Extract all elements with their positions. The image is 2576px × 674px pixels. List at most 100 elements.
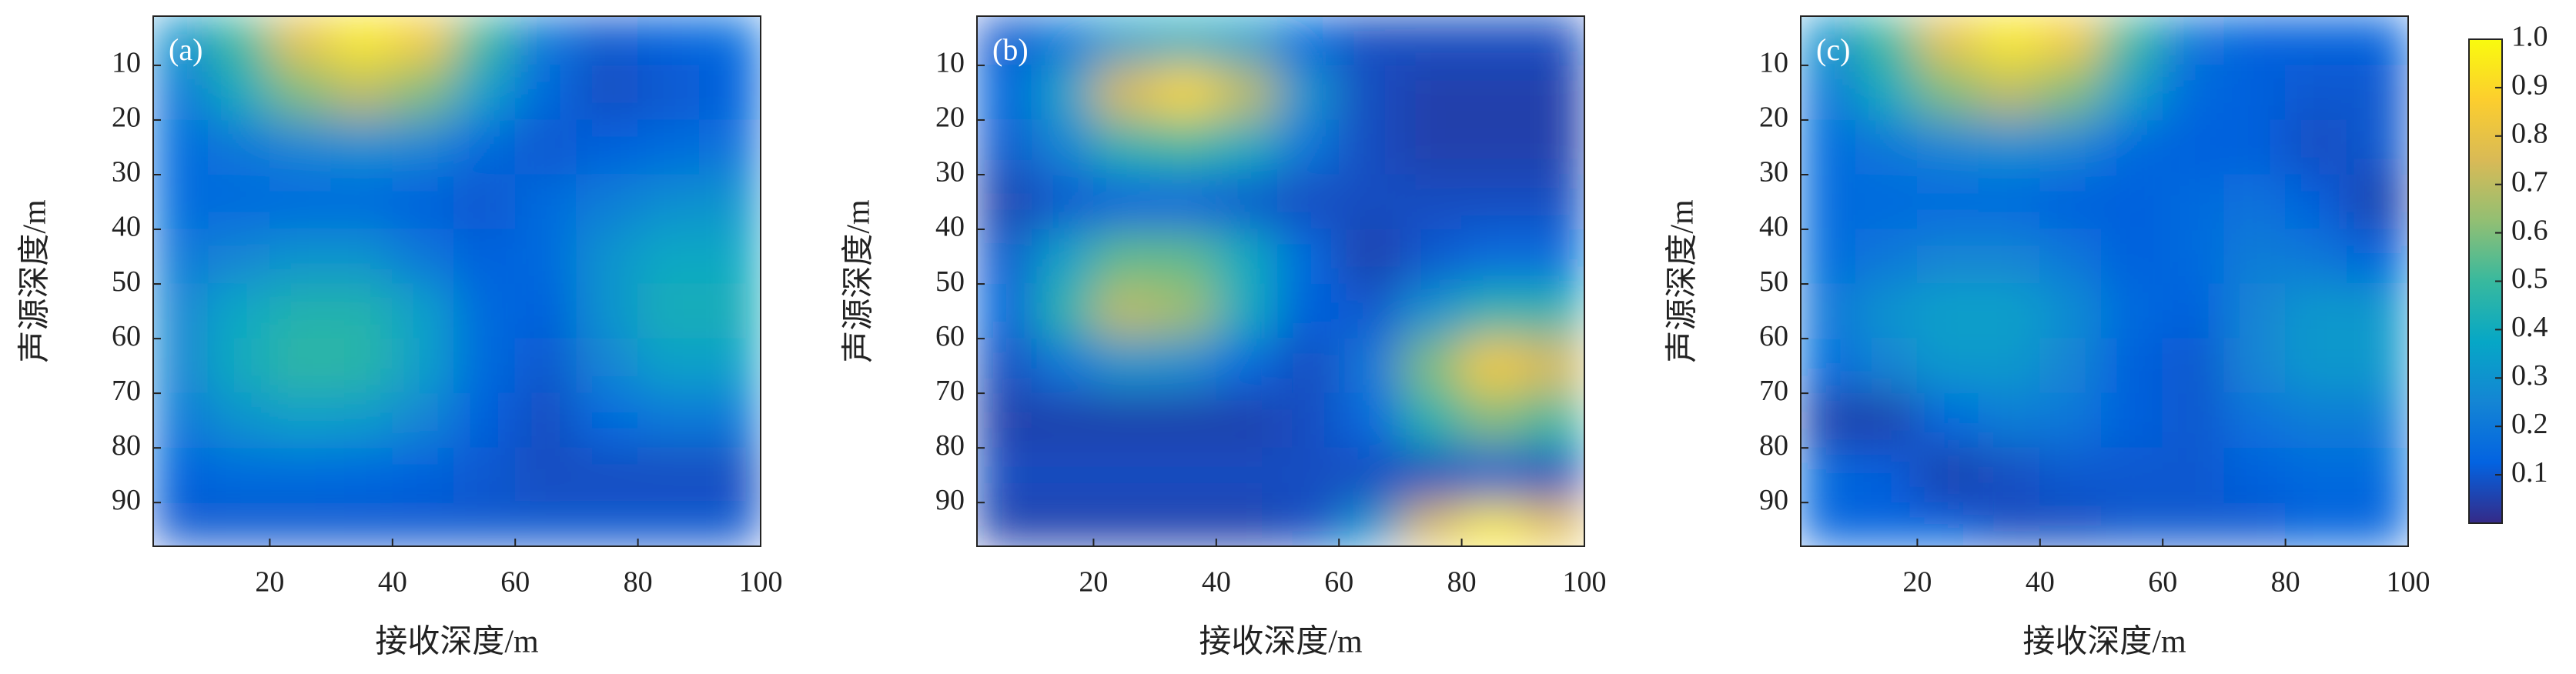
- y-tick-label: 20: [935, 102, 965, 134]
- heatmap-cell: [1338, 65, 1401, 121]
- heatmap-cell: [1338, 119, 1401, 175]
- heatmap-cell: [1216, 229, 1279, 285]
- heatmap-cell: [330, 283, 393, 339]
- heatmap-cell: [1154, 229, 1217, 285]
- heatmap-cell: [698, 502, 761, 546]
- heatmap-cell: [453, 447, 516, 503]
- heatmap-cell: [576, 174, 639, 230]
- heatmap-cell: [1978, 119, 2041, 175]
- heatmap: [1801, 16, 2408, 546]
- heatmap-cell: [392, 16, 455, 66]
- y-tick-label: 60: [112, 320, 141, 352]
- colorbar-tick-label: 0.9: [2511, 69, 2548, 102]
- heatmap: [153, 16, 761, 546]
- y-tick-label: 30: [1759, 156, 1788, 189]
- heatmap-cell: [2101, 229, 2163, 285]
- heatmap-cell: [1032, 283, 1094, 339]
- heatmap-cell: [330, 16, 393, 66]
- heatmap-cell: [2039, 283, 2103, 339]
- y-axis-label: 声源深度/m: [18, 199, 53, 363]
- heatmap-cell: [1216, 338, 1279, 394]
- heatmap-cell: [153, 447, 209, 503]
- heatmap-cell: [1522, 283, 1584, 339]
- heatmap-cell: [269, 65, 332, 121]
- plot-frame: [1800, 15, 2409, 547]
- heatmap-cell: [2285, 16, 2347, 66]
- heatmap-cell: [269, 502, 332, 546]
- heatmap-cell: [1400, 65, 1463, 121]
- heatmap-cell: [1277, 229, 1340, 285]
- heatmap-cell: [1092, 174, 1156, 230]
- x-tick-label: 80: [1447, 566, 1477, 599]
- y-tick-label: 80: [1759, 429, 1788, 462]
- heatmap-cell: [698, 447, 761, 503]
- heatmap-cell: [514, 65, 577, 121]
- heatmap-cell: [1092, 283, 1156, 339]
- heatmap-cell: [1400, 338, 1463, 394]
- heatmap-cell: [576, 447, 639, 503]
- heatmap-cell: [698, 229, 761, 285]
- heatmap-cell: [1855, 447, 1918, 503]
- heatmap-cell: [1801, 283, 1857, 339]
- y-tick-label: 70: [112, 375, 141, 407]
- heatmap-cell: [269, 392, 332, 449]
- heatmap-cell: [1916, 119, 1979, 175]
- heatmap-cell: [392, 338, 455, 394]
- heatmap-cell: [1154, 283, 1217, 339]
- panel: 20 40 60 80 100 10 20 30 40 50 60 70 80 90 接收深度/m 声源深度/…: [841, 15, 1607, 660]
- heatmap-cell: [1916, 283, 1979, 339]
- heatmap-cell: [2223, 502, 2287, 546]
- heatmap-cell: [153, 16, 209, 66]
- colorbar-tick-label: 0.2: [2511, 408, 2548, 440]
- heatmap-cell: [1216, 283, 1279, 339]
- heatmap-cell: [514, 392, 577, 449]
- heatmap-cell: [1916, 447, 1979, 503]
- heatmap-cell: [153, 283, 209, 339]
- heatmap-cell: [153, 174, 209, 230]
- heatmap-cell: [637, 447, 700, 503]
- heatmap-cell: [1092, 502, 1156, 546]
- heatmap-cell: [637, 338, 700, 394]
- heatmap-cell: [1216, 174, 1279, 230]
- heatmap-cell: [977, 174, 1033, 230]
- heatmap-cell: [1277, 447, 1340, 503]
- heatmap-cell: [453, 392, 516, 449]
- x-tick-label: 20: [1079, 566, 1108, 599]
- heatmap-cell: [1801, 16, 1857, 66]
- heatmap-cell: [2162, 447, 2225, 503]
- heatmap-cell: [2039, 502, 2103, 546]
- heatmap-cell: [576, 283, 639, 339]
- heatmap-cell: [1855, 229, 1918, 285]
- heatmap-cells: [977, 16, 1584, 546]
- heatmap-cell: [977, 119, 1033, 175]
- heatmap-cell: [269, 338, 332, 394]
- heatmap-cell: [1400, 502, 1463, 546]
- heatmap-cell: [637, 229, 700, 285]
- heatmap-cell: [2223, 229, 2287, 285]
- heatmap-cell: [2346, 229, 2408, 285]
- heatmap-cell: [698, 338, 761, 394]
- heatmap-cell: [698, 174, 761, 230]
- heatmap-cell: [2285, 119, 2347, 175]
- heatmap-cell: [1032, 338, 1094, 394]
- heatmap-cell: [2285, 174, 2347, 230]
- heatmap-cell: [1855, 65, 1918, 121]
- y-tick-label: 50: [1759, 265, 1788, 298]
- heatmap-cell: [1092, 65, 1156, 121]
- x-axis-label: 接收深度/m: [1199, 625, 1363, 660]
- heatmap-cell: [1092, 447, 1156, 503]
- heatmap-cell: [977, 338, 1033, 394]
- y-tick-label: 80: [935, 429, 965, 462]
- heatmap-cell: [392, 174, 455, 230]
- heatmap-cell: [1338, 392, 1401, 449]
- colorbar-tick-label: 0.4: [2511, 311, 2548, 343]
- heatmap-cell: [2101, 392, 2163, 449]
- y-tick-label: 70: [1759, 375, 1788, 407]
- heatmap-cell: [637, 502, 700, 546]
- heatmap-cell: [1400, 119, 1463, 175]
- y-tick-label: 40: [112, 211, 141, 243]
- x-tick-label: 100: [1563, 566, 1607, 599]
- x-tick-label: 60: [2148, 566, 2177, 599]
- heatmap-cell: [637, 283, 700, 339]
- heatmap-cell: [1400, 447, 1463, 503]
